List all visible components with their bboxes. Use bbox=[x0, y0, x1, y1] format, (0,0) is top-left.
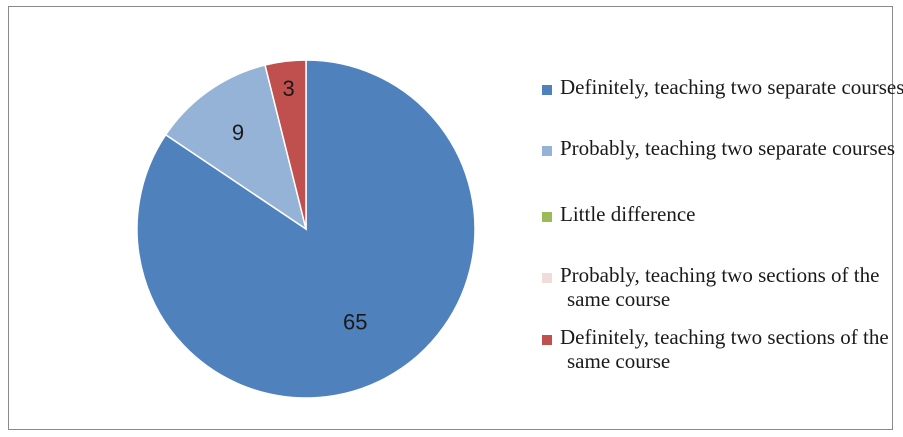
legend-label: Probably, teaching two sections of the s… bbox=[560, 263, 880, 311]
chart-area: 65 9 3 Definitely, teaching two separate c… bbox=[8, 6, 903, 430]
legend-swatch bbox=[542, 273, 552, 283]
legend-label: Little difference bbox=[560, 202, 696, 226]
legend-swatch bbox=[542, 335, 552, 345]
pie-chart: 65 9 3 bbox=[136, 59, 476, 399]
legend-item-little-difference: Little difference bbox=[542, 202, 903, 226]
legend-item-definitely-same: Definitely, teaching two sections of the… bbox=[542, 325, 903, 373]
data-label-definitely-same: 3 bbox=[283, 76, 295, 101]
legend-label: Probably, teaching two separate courses bbox=[560, 136, 896, 160]
legend-item-probably-separate: Probably, teaching two separate courses bbox=[542, 136, 903, 160]
legend-swatch bbox=[542, 146, 552, 156]
legend-label: Definitely, teaching two separate course… bbox=[560, 75, 903, 99]
data-label-definitely-separate: 65 bbox=[343, 309, 367, 334]
pie-slice-definitely-same bbox=[264, 59, 307, 230]
legend-swatch bbox=[542, 85, 552, 95]
legend-swatch bbox=[542, 212, 552, 222]
legend-item-probably-same: Probably, teaching two sections of the s… bbox=[542, 263, 903, 311]
legend-item-definitely-separate: Definitely, teaching two separate course… bbox=[542, 75, 903, 99]
legend-label: Definitely, teaching two sections of the… bbox=[560, 325, 889, 373]
data-label-probably-separate: 9 bbox=[232, 120, 244, 145]
pie-slice-probably-separate bbox=[164, 64, 308, 231]
